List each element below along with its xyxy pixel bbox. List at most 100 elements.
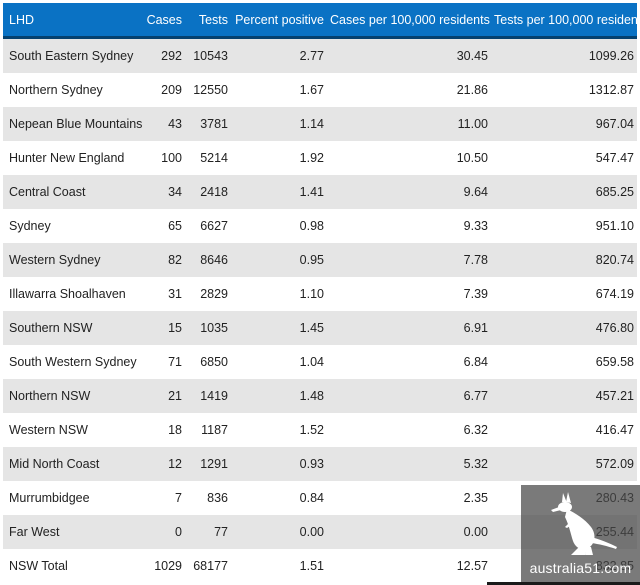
table-row: Northern NSW 21 1419 1.48 6.77 457.21 — [3, 379, 637, 413]
cell-lhd: Hunter New England — [3, 141, 143, 175]
cell-percent-positive: 1.67 — [231, 73, 327, 107]
cell-cases: 292 — [143, 37, 185, 73]
lhd-table-container: LHD Cases Tests Percent positive Cases p… — [3, 3, 640, 583]
table-row: South Western Sydney 71 6850 1.04 6.84 659.58 — [3, 345, 637, 379]
cell-lhd: Far West — [3, 515, 143, 549]
cell-lhd: South Eastern Sydney — [3, 37, 143, 73]
cell-percent-positive: 0.95 — [231, 243, 327, 277]
cell-cases: 100 — [143, 141, 185, 175]
kangaroo-icon — [551, 492, 617, 555]
lhd-cases-table: LHD Cases Tests Percent positive Cases p… — [3, 3, 640, 583]
cell-cases-per-100k: 9.64 — [327, 175, 491, 209]
header-cases[interactable]: Cases — [143, 3, 185, 39]
table-row: Sydney 65 6627 0.98 9.33 951.10 — [3, 209, 637, 243]
header-tests-per-100k[interactable]: Tests per 100,000 residents — [491, 3, 640, 39]
site-watermark: australia51.com — [521, 485, 640, 582]
cell-lhd: Nepean Blue Mountains — [3, 107, 143, 141]
table-row: Western NSW 18 1187 1.52 6.32 416.47 — [3, 413, 637, 447]
cell-percent-positive: 2.77 — [231, 37, 327, 73]
bottom-divider — [487, 582, 640, 585]
cell-lhd: Murrumbidgee — [3, 481, 143, 515]
cell-percent-positive: 0.93 — [231, 447, 327, 481]
cell-tests: 68177 — [185, 549, 231, 583]
cell-tests: 8646 — [185, 243, 231, 277]
cell-tests: 10543 — [185, 37, 231, 73]
cell-lhd: Northern Sydney — [3, 73, 143, 107]
cell-cases: 0 — [143, 515, 185, 549]
cell-tests-per-100k: 951.10 — [491, 209, 637, 243]
cell-percent-positive: 1.04 — [231, 345, 327, 379]
cell-tests-per-100k: 1312.87 — [491, 73, 637, 107]
cell-tests: 1187 — [185, 413, 231, 447]
cell-cases-per-100k: 10.50 — [327, 141, 491, 175]
cell-cases-per-100k: 7.78 — [327, 243, 491, 277]
cell-tests: 836 — [185, 481, 231, 515]
cell-tests-per-100k: 967.04 — [491, 107, 637, 141]
cell-cases-per-100k: 6.77 — [327, 379, 491, 413]
cell-cases: 71 — [143, 345, 185, 379]
table-row: Nepean Blue Mountains 43 3781 1.14 11.00 967.… — [3, 107, 637, 141]
table-row: South Eastern Sydney 292 10543 2.77 30.45 109… — [3, 37, 637, 73]
cell-cases: 1029 — [143, 549, 185, 583]
cell-percent-positive: 1.41 — [231, 175, 327, 209]
cell-tests: 2829 — [185, 277, 231, 311]
header-lhd[interactable]: LHD — [3, 3, 143, 39]
header-percent-positive[interactable]: Percent positive — [231, 3, 327, 39]
cell-percent-positive: 0.98 — [231, 209, 327, 243]
cell-cases-per-100k: 9.33 — [327, 209, 491, 243]
cell-cases-per-100k: 0.00 — [327, 515, 491, 549]
cell-lhd: South Western Sydney — [3, 345, 143, 379]
cell-lhd: Illawarra Shoalhaven — [3, 277, 143, 311]
cell-tests-per-100k: 1099.26 — [491, 37, 637, 73]
table-row: Western Sydney 82 8646 0.95 7.78 820.74 — [3, 243, 637, 277]
header-cases-per-100k[interactable]: Cases per 100,000 residents — [327, 3, 491, 39]
cell-tests: 3781 — [185, 107, 231, 141]
cell-lhd: Central Coast — [3, 175, 143, 209]
cell-tests: 12550 — [185, 73, 231, 107]
cell-cases-per-100k: 30.45 — [327, 37, 491, 73]
cell-percent-positive: 1.92 — [231, 141, 327, 175]
cell-cases: 82 — [143, 243, 185, 277]
table-row: Northern Sydney 209 12550 1.67 21.86 1312.87 — [3, 73, 637, 107]
cell-tests-per-100k: 416.47 — [491, 413, 637, 447]
cell-tests-per-100k: 659.58 — [491, 345, 637, 379]
table-row: Mid North Coast 12 1291 0.93 5.32 572.09 — [3, 447, 637, 481]
cell-cases: 209 — [143, 73, 185, 107]
cell-percent-positive: 1.52 — [231, 413, 327, 447]
table-row: Illawarra Shoalhaven 31 2829 1.10 7.39 674.19 — [3, 277, 637, 311]
cell-tests-per-100k: 572.09 — [491, 447, 637, 481]
table-header: LHD Cases Tests Percent positive Cases p… — [3, 3, 640, 39]
cell-lhd: Western NSW — [3, 413, 143, 447]
header-tests[interactable]: Tests — [185, 3, 231, 39]
table-row: Southern NSW 15 1035 1.45 6.91 476.80 — [3, 311, 637, 345]
cell-percent-positive: 1.51 — [231, 549, 327, 583]
cell-percent-positive: 1.45 — [231, 311, 327, 345]
cell-tests-per-100k: 547.47 — [491, 141, 637, 175]
cell-cases-per-100k: 6.32 — [327, 413, 491, 447]
cell-cases: 31 — [143, 277, 185, 311]
table-body: South Eastern Sydney 292 10543 2.77 30.45 109… — [3, 37, 637, 583]
cell-cases: 12 — [143, 447, 185, 481]
cell-cases-per-100k: 21.86 — [327, 73, 491, 107]
cell-lhd: Southern NSW — [3, 311, 143, 345]
cell-percent-positive: 0.00 — [231, 515, 327, 549]
cell-cases: 15 — [143, 311, 185, 345]
cell-cases-per-100k: 6.91 — [327, 311, 491, 345]
cell-cases-per-100k: 2.35 — [327, 481, 491, 515]
cell-percent-positive: 1.14 — [231, 107, 327, 141]
cell-tests: 6850 — [185, 345, 231, 379]
cell-cases: 65 — [143, 209, 185, 243]
cell-lhd: Sydney — [3, 209, 143, 243]
table-row: Central Coast 34 2418 1.41 9.64 685.25 — [3, 175, 637, 209]
cell-cases-per-100k: 5.32 — [327, 447, 491, 481]
cell-tests: 5214 — [185, 141, 231, 175]
watermark-text: australia51.com — [529, 560, 632, 576]
cell-cases: 43 — [143, 107, 185, 141]
cell-cases: 18 — [143, 413, 185, 447]
cell-percent-positive: 1.10 — [231, 277, 327, 311]
table-row: Hunter New England 100 5214 1.92 10.50 547.47 — [3, 141, 637, 175]
cell-tests-per-100k: 820.74 — [491, 243, 637, 277]
cell-lhd: NSW Total — [3, 549, 143, 583]
cell-lhd: Mid North Coast — [3, 447, 143, 481]
cell-lhd: Northern NSW — [3, 379, 143, 413]
